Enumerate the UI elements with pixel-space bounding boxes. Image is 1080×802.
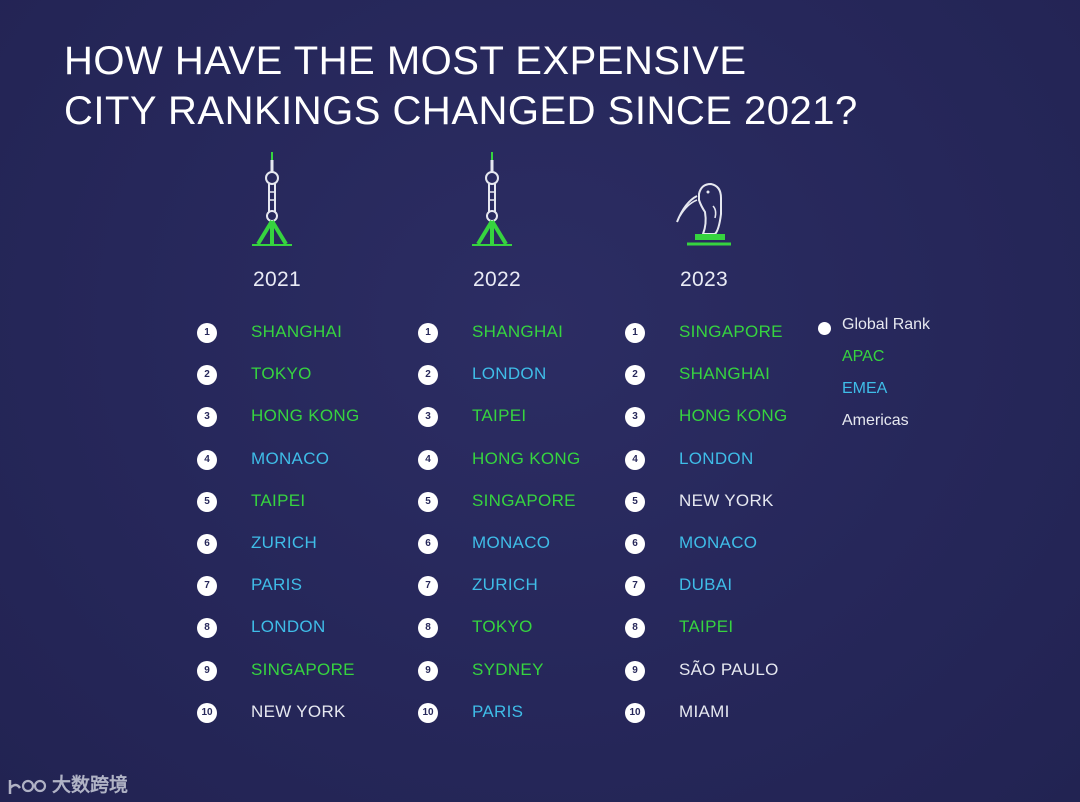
city-name: MONACO bbox=[472, 532, 551, 552]
city-name: TAIPEI bbox=[679, 617, 734, 637]
city-name: SINGAPORE bbox=[679, 322, 783, 341]
global-rank-badge: 10 bbox=[418, 702, 438, 723]
city-name: SÃO PAULO bbox=[679, 659, 779, 679]
global-rank-badge: 2 bbox=[625, 365, 645, 386]
city-name: DUBAI bbox=[679, 575, 733, 595]
oriental-pearl-tower-icon bbox=[242, 150, 302, 250]
global-rank-badge: 10 bbox=[625, 702, 645, 723]
legend-label-apac: APAC bbox=[842, 348, 885, 365]
city-name: LONDON bbox=[251, 617, 326, 637]
global-rank-badge: 4 bbox=[418, 449, 438, 470]
global-rank-badge: 8 bbox=[197, 618, 217, 639]
city-name: HONG KONG bbox=[251, 406, 360, 426]
global-rank-badge: 8 bbox=[625, 618, 645, 639]
city-name: SINGAPORE bbox=[251, 659, 355, 679]
year-2022-header: 2022 bbox=[473, 268, 521, 291]
global-rank-badge: 5 bbox=[418, 491, 438, 512]
oriental-pearl-tower-icon bbox=[462, 150, 522, 250]
year-2023-header: 2023 bbox=[680, 268, 728, 291]
global-rank-badge: 5 bbox=[197, 491, 217, 512]
global-rank-badge: 4 bbox=[197, 449, 217, 470]
city-name: PARIS bbox=[251, 575, 303, 595]
global-rank-badge: 10 bbox=[197, 702, 217, 723]
page-title: HOW HAVE THE MOST EXPENSIVE CITY RANKING… bbox=[64, 36, 858, 136]
global-rank-badge: 1 bbox=[418, 323, 438, 343]
city-name: MIAMI bbox=[679, 701, 730, 721]
global-rank-badge: 8 bbox=[418, 618, 438, 639]
city-name: PARIS bbox=[472, 701, 524, 721]
legend-label-global-rank: Global Rank bbox=[842, 316, 931, 333]
city-name: SYDNEY bbox=[472, 659, 544, 679]
city-name: MONACO bbox=[679, 532, 758, 552]
city-name: SHANGHAI bbox=[251, 322, 343, 341]
global-rank-badge: 2 bbox=[418, 365, 438, 386]
global-rank-badge: 4 bbox=[625, 449, 645, 470]
global-rank-badge: 3 bbox=[625, 407, 645, 428]
legend-label-americas: Americas bbox=[842, 412, 909, 429]
title-line-2: CITY RANKINGS CHANGED SINCE 2021? bbox=[64, 89, 858, 133]
city-name: TAIPEI bbox=[472, 406, 527, 426]
city-name: TOKYO bbox=[472, 617, 533, 637]
legend-label-emea: EMEA bbox=[842, 380, 888, 397]
city-name: TOKYO bbox=[251, 364, 312, 384]
global-rank-badge: 5 bbox=[625, 491, 645, 512]
city-name: NEW YORK bbox=[251, 701, 346, 721]
global-rank-badge: 9 bbox=[625, 660, 645, 681]
city-name: HONG KONG bbox=[472, 448, 581, 468]
title-line-1: HOW HAVE THE MOST EXPENSIVE bbox=[64, 39, 747, 83]
global-rank-badge: 7 bbox=[197, 576, 217, 597]
global-rank-badge: 7 bbox=[625, 576, 645, 597]
city-name: LONDON bbox=[472, 364, 547, 384]
global-rank-badge: 6 bbox=[197, 533, 217, 554]
watermark-logo-icon bbox=[8, 776, 48, 796]
city-name: ZURICH bbox=[251, 532, 318, 552]
global-rank-dot-icon bbox=[818, 322, 831, 335]
global-rank-badge: 9 bbox=[418, 660, 438, 681]
global-rank-badge: 1 bbox=[625, 323, 645, 343]
global-rank-badge: 6 bbox=[625, 533, 645, 554]
city-name: TAIPEI bbox=[251, 490, 306, 510]
city-name: SINGAPORE bbox=[472, 490, 576, 510]
watermark: 大数跨境 bbox=[8, 770, 128, 797]
global-rank-badge: 6 bbox=[418, 533, 438, 554]
global-rank-badge: 9 bbox=[197, 660, 217, 681]
city-name: ZURICH bbox=[472, 575, 539, 595]
year-2021-header: 2021 bbox=[253, 268, 301, 291]
global-rank-badge: 3 bbox=[418, 407, 438, 428]
city-name: SHANGHAI bbox=[472, 322, 564, 341]
global-rank-badge: 2 bbox=[197, 365, 217, 386]
global-rank-badge: 3 bbox=[197, 407, 217, 428]
merlion-icon bbox=[675, 150, 739, 250]
watermark-text: 大数跨境 bbox=[52, 775, 129, 796]
city-name: HONG KONG bbox=[679, 406, 788, 426]
global-rank-badge: 1 bbox=[197, 323, 217, 343]
city-name: MONACO bbox=[251, 448, 330, 468]
city-name: NEW YORK bbox=[679, 490, 774, 510]
city-name: LONDON bbox=[679, 448, 754, 468]
city-name: SHANGHAI bbox=[679, 364, 771, 384]
global-rank-badge: 7 bbox=[418, 576, 438, 597]
